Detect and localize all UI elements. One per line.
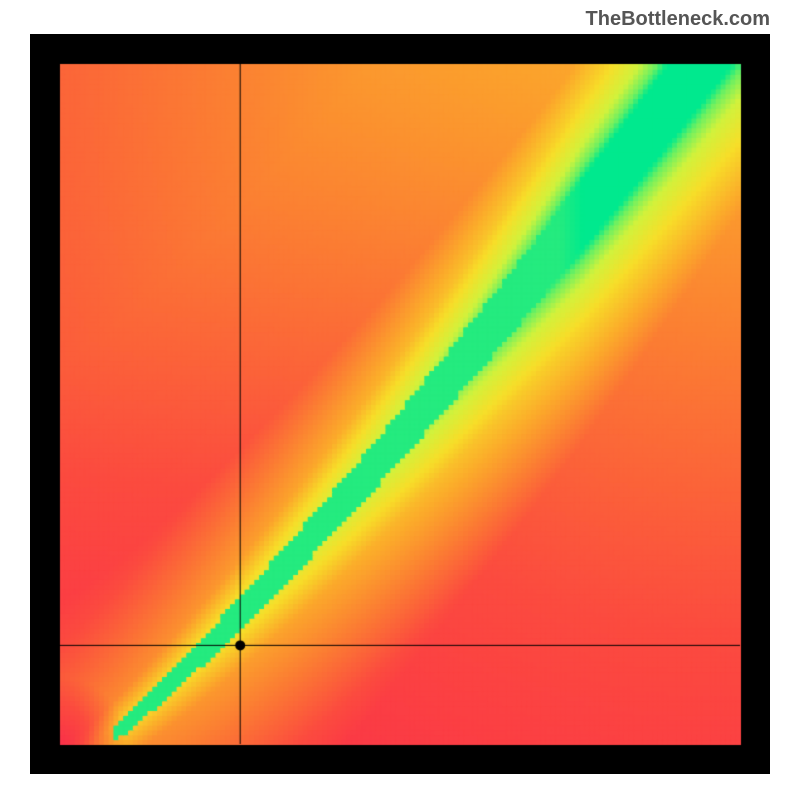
chart-frame xyxy=(30,34,770,774)
watermark-text: TheBottleneck.com xyxy=(586,8,770,31)
bottleneck-heatmap xyxy=(30,34,770,774)
